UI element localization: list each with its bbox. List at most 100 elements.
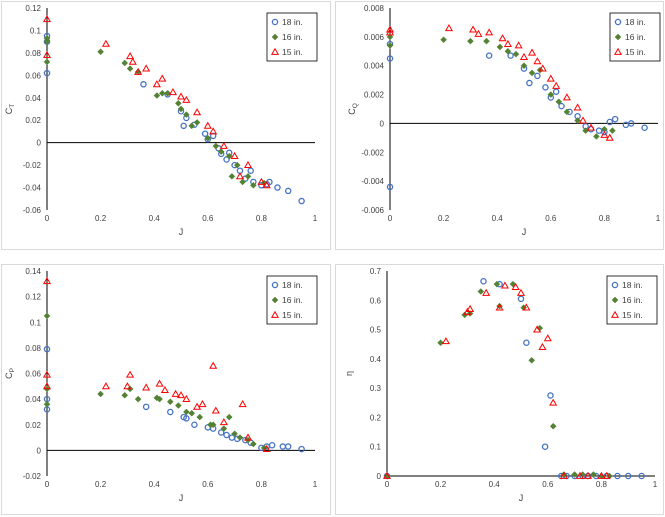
cp-data-point — [220, 425, 228, 432]
efficiency-data-point — [511, 282, 520, 291]
ct-data-point — [228, 172, 236, 180]
cq-x-tick-label: 0 — [388, 214, 393, 223]
cp-data-point — [209, 361, 218, 369]
cq-y-tick-label: 0.004 — [364, 62, 385, 71]
cp-data-point — [193, 402, 202, 410]
ct-data-point — [176, 92, 186, 100]
ct-data-point — [262, 181, 271, 189]
efficiency-y-tick-label: 0.1 — [370, 443, 382, 452]
cp-data-point — [188, 409, 196, 417]
efficiency-data-point — [549, 398, 558, 406]
ct-data-point — [101, 39, 111, 47]
cq-data-point — [498, 34, 507, 42]
cq-legend-marker — [614, 18, 622, 26]
ct-series-18in — [43, 32, 305, 205]
ct-data-point — [239, 178, 246, 186]
cp-data-point — [182, 394, 191, 403]
cq-x-tick-label: 1 — [656, 214, 661, 223]
cp-data-point — [42, 382, 52, 390]
cp-data-point — [171, 389, 180, 397]
ct-x-tick-label: 0.4 — [149, 214, 161, 223]
cq-data-point — [558, 102, 565, 110]
cq-data-point — [485, 52, 493, 59]
efficiency-series-18in — [383, 277, 645, 480]
ct-data-point — [188, 122, 196, 130]
cq-data-point — [538, 64, 547, 72]
cp-data-point — [142, 403, 150, 411]
cq-y-tick-label: -0.006 — [361, 206, 384, 215]
cq-chart: -0.006 -0.004 -0.002 0 0.002 0.004 0.006 0.008 0… — [347, 4, 661, 237]
efficiency-x-tick-label: 0 — [385, 480, 390, 489]
efficiency-series-15in — [382, 281, 611, 479]
cp-y-tick-label: -0.02 — [23, 472, 42, 481]
cq-x-tick-label: 0.6 — [545, 214, 557, 223]
ct-data-point — [247, 167, 254, 174]
ct-data-point — [43, 38, 51, 46]
cq-data-point — [555, 98, 563, 106]
ct-legend-label: 15 in. — [282, 47, 303, 57]
efficiency-data-point — [495, 303, 504, 311]
cq-data-point — [563, 108, 571, 116]
cp-data-point — [262, 444, 271, 452]
efficiency-data-point — [522, 303, 531, 311]
cp-y-axis-label: CP — [4, 368, 16, 379]
ct-data-point — [158, 89, 166, 97]
cq-data-point — [474, 29, 483, 37]
ct-data-point — [243, 160, 253, 169]
cq-y-tick-label: 0.008 — [364, 4, 385, 13]
ct-data-point — [152, 80, 161, 88]
cp-data-point — [279, 443, 287, 450]
efficiency-y-tick-label: 0.4 — [370, 355, 382, 364]
cq-data-point — [469, 25, 478, 33]
cp-y-tick-label: 0.14 — [25, 267, 41, 276]
ct-y-tick-label: -0.04 — [23, 184, 42, 193]
cp-legend: 18 in. 16 in. 15 in. — [266, 275, 318, 325]
cp-data-point — [196, 413, 204, 421]
cp-data-point — [121, 391, 129, 399]
cq-x-tick-label: 0.4 — [492, 214, 504, 223]
cq-data-point — [385, 25, 395, 33]
efficiency-data-point — [437, 339, 444, 347]
cq-data-point — [546, 74, 555, 82]
cq-data-point — [641, 124, 648, 132]
cp-x-tick-label: 0.4 — [149, 480, 161, 489]
ct-data-point — [128, 57, 137, 65]
ct-data-point — [201, 130, 209, 137]
efficiency-legend-label: 16 in. — [622, 295, 643, 305]
efficiency-data-point — [549, 422, 557, 430]
cq-data-point — [562, 93, 571, 101]
efficiency-data-point — [480, 277, 487, 285]
ct-data-point — [97, 48, 104, 56]
ct-data-point — [126, 52, 135, 60]
ct-data-point — [209, 127, 218, 135]
ct-data-point — [140, 81, 147, 88]
cp-data-point — [217, 429, 225, 436]
cq-data-point — [595, 127, 603, 134]
cq-legend-label: 18 in. — [625, 17, 646, 27]
ct-series-15in — [42, 15, 271, 189]
efficiency-data-point — [538, 342, 547, 351]
cq-data-point — [386, 42, 394, 49]
cp-series-18in — [43, 345, 305, 453]
efficiency-y-tick-label: 0 — [377, 472, 382, 481]
cp-legend-marker — [271, 296, 279, 304]
cp-data-point — [211, 406, 220, 414]
cp-data-point — [167, 408, 174, 416]
ct-data-point — [257, 177, 266, 185]
cq-data-point — [386, 183, 394, 191]
ct-data-point — [182, 95, 191, 103]
cq-data-point — [483, 37, 490, 45]
cq-y-tick-label: 0 — [380, 119, 385, 128]
cq-data-point — [503, 39, 512, 47]
cq-data-point — [534, 72, 541, 80]
cq-legend-marker — [614, 33, 622, 41]
efficiency-data-point — [500, 281, 509, 289]
ct-data-point — [230, 151, 239, 160]
cp-data-point — [231, 430, 238, 438]
cp-x-tick-label: 1 — [313, 480, 318, 489]
cq-data-point — [520, 62, 528, 70]
cq-legend-marker — [613, 47, 623, 55]
cp-data-point — [198, 400, 207, 408]
cq-y-tick-label: 0.006 — [364, 33, 385, 42]
